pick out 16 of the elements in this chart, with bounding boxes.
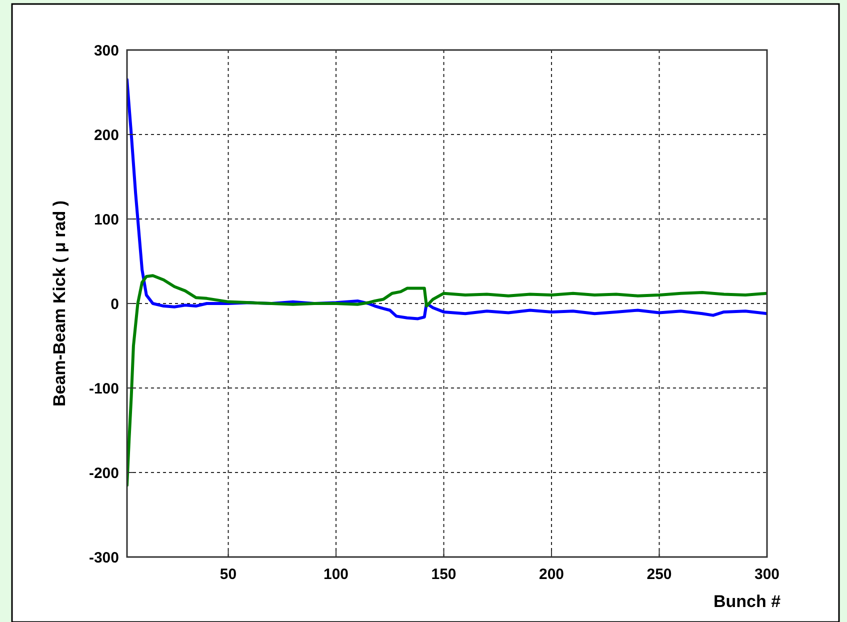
x-tick-label: 250: [646, 566, 672, 583]
y-tick-label: -200: [88, 464, 119, 482]
y-tick-label: 0: [110, 296, 119, 313]
x-tick-label: 200: [538, 566, 564, 583]
y-tick-label: -100: [88, 380, 119, 398]
y-axis-title: Beam-Beam Kick ( μ rad ): [50, 200, 69, 406]
y-tick-label: 300: [94, 42, 119, 60]
y-tick-label: -300: [88, 549, 119, 566]
x-axis-title: Bunch #: [713, 592, 782, 611]
x-tick-label: 50: [220, 566, 237, 583]
y-tick-label: 200: [94, 126, 119, 144]
x-tick-label: 150: [431, 566, 456, 583]
y-tick-label: 100: [94, 211, 119, 228]
x-tick-label: 300: [754, 566, 780, 583]
line-series: [127, 274, 767, 487]
x-tick-label: 100: [324, 566, 349, 583]
